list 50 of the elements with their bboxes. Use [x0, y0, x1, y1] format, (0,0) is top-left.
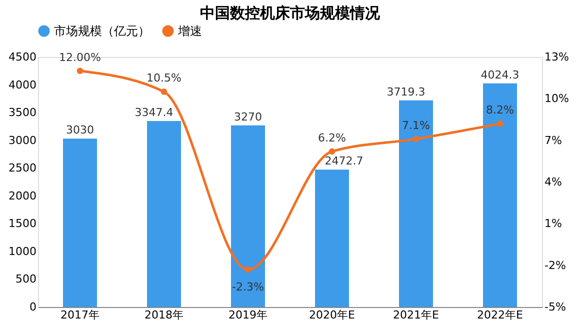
data-label: 3030 [66, 124, 94, 137]
point [76, 68, 84, 74]
x-tick-label: 2021年E [393, 308, 440, 322]
point [160, 88, 168, 95]
y-tick-label: 2000 [8, 189, 36, 202]
y-tick-label: 2500 [8, 162, 36, 175]
y-tick-label: 0 [30, 300, 36, 314]
bar [63, 138, 97, 307]
y2-tick-label: -5% [544, 300, 566, 314]
y2-tick-label: 1% [544, 217, 562, 230]
bar [231, 125, 265, 307]
y2-tick-label: 10% [544, 92, 569, 106]
data-label: 12.00% [59, 50, 101, 64]
data-label: -2.3% [232, 280, 264, 294]
y-tick-label: 3500 [8, 106, 36, 120]
data-label: 10.5% [146, 72, 182, 85]
data-label: 3270 [234, 110, 262, 124]
point [328, 148, 336, 155]
x-tick-label: 2019年 [228, 308, 268, 322]
chart-title: 中国数控机床市场规模情况 [200, 4, 381, 22]
data-label: 3347.4 [134, 106, 174, 120]
y-tick-label: 3000 [8, 134, 36, 147]
y-tick-label: 500 [16, 272, 36, 286]
point [496, 120, 504, 127]
bar [147, 121, 181, 307]
x-tick-label: 2020年E [309, 308, 356, 322]
y2-tick-label: -2% [544, 258, 566, 272]
data-label: 6.2% [318, 131, 346, 144]
bar [399, 100, 433, 307]
point [412, 136, 420, 142]
data-label: 8.2% [486, 104, 514, 117]
x-tick-label: 2018年 [144, 308, 184, 322]
x-tick-label: 2022年E [477, 308, 524, 322]
point [244, 266, 252, 273]
y-tick-label: 4500 [8, 50, 36, 64]
y-tick-label: 4000 [8, 78, 36, 92]
y2-tick-label: 4% [544, 176, 562, 188]
x-tick-label: 2017年 [60, 308, 100, 322]
bar [483, 83, 517, 307]
y2-tick-label: 13% [544, 50, 569, 64]
data-label: 3719.3 [386, 85, 426, 98]
y2-tick-label: 7% [544, 134, 562, 147]
bar [315, 170, 349, 307]
y-tick-label: 1000 [8, 244, 36, 258]
y-tick-label: 1500 [8, 217, 36, 230]
data-label: 4024.3 [480, 68, 520, 82]
legend-label: 增速 [177, 24, 202, 38]
data-label: 2472.7 [324, 154, 364, 168]
data-label: 7.1% [402, 118, 430, 132]
legend-label: 市场规模（亿元） [54, 24, 150, 38]
